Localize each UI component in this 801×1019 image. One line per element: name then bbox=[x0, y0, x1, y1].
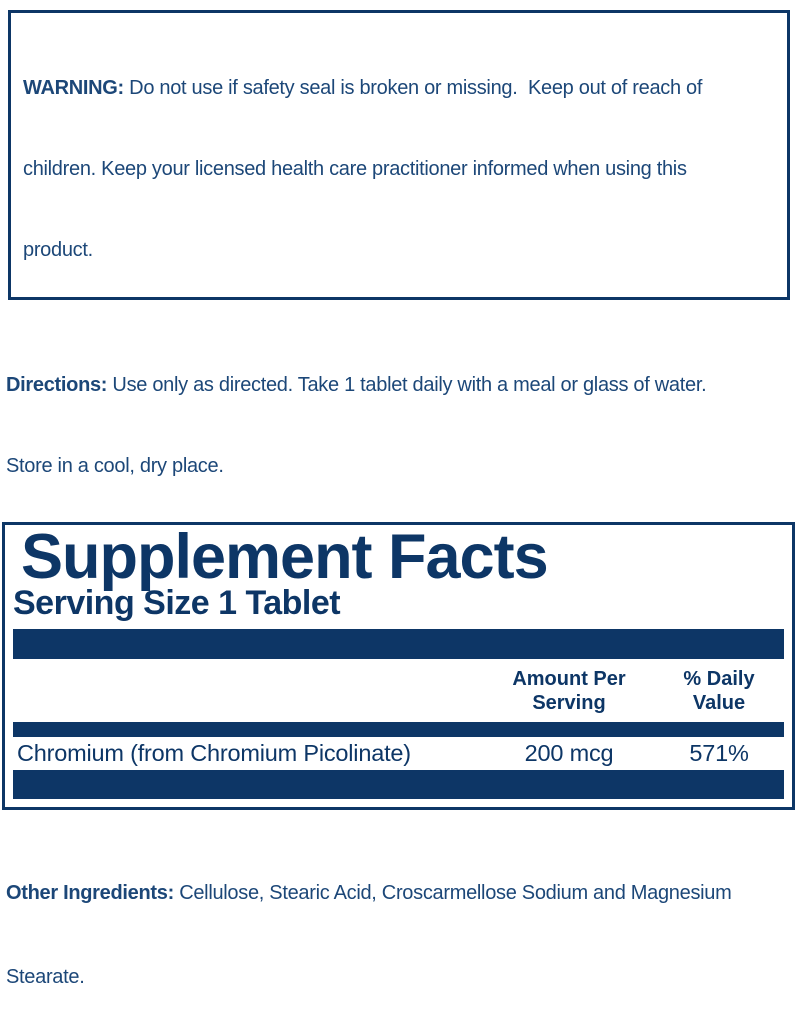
directions-paragraph: Directions: Use only as directed. Take 1… bbox=[6, 318, 793, 507]
directions-line-1-text: Use only as directed. Take 1 tablet dail… bbox=[107, 374, 707, 396]
supplement-facts-panel: Supplement Facts Serving Size 1 Tablet A… bbox=[2, 522, 795, 810]
nutrient-amount: 200 mcg bbox=[524, 740, 614, 766]
warning-line-2: children. Keep your licensed health care… bbox=[23, 158, 687, 180]
warning-line-1-text: Do not use if safety seal is broken or m… bbox=[123, 77, 703, 99]
other-ingredients-line-1: Other Ingredients: Cellulose, Stearic Ac… bbox=[6, 879, 793, 907]
other-ingredients-line-2: Stearate. bbox=[6, 966, 85, 988]
table-row: Chromium (from Chromium Picolinate) 200 … bbox=[13, 737, 784, 770]
warning-label: WARNING: bbox=[23, 77, 124, 99]
directions-label: Directions: bbox=[6, 374, 108, 396]
warning-line-3: product. bbox=[23, 239, 93, 261]
divider-bar-top bbox=[13, 629, 784, 659]
nutrient-daily-value: 571% bbox=[689, 740, 749, 766]
warning-line-1: WARNING: Do not use if safety seal is br… bbox=[23, 75, 775, 102]
divider-bar-bottom bbox=[13, 770, 784, 799]
directions-line-1: Directions: Use only as directed. Take 1… bbox=[6, 372, 793, 399]
other-ingredients-paragraph: Other Ingredients: Cellulose, Stearic Ac… bbox=[6, 823, 793, 1019]
header-amount-line2: Serving bbox=[532, 691, 606, 714]
warning-box: WARNING: Do not use if safety seal is br… bbox=[8, 10, 790, 300]
divider-bar-middle bbox=[13, 722, 784, 737]
header-dv-line1: % Daily bbox=[683, 667, 755, 690]
nutrient-name: Chromium (from Chromium Picolinate) bbox=[17, 740, 411, 766]
header-dv-line2: Value bbox=[692, 691, 746, 714]
header-amount-per-serving: Amount Per Serving bbox=[484, 667, 654, 715]
header-amount-line1: Amount Per bbox=[512, 667, 626, 690]
supplement-facts-title: Supplement Facts bbox=[21, 522, 549, 592]
header-daily-value: % Daily Value bbox=[654, 667, 784, 715]
directions-line-2: Store in a cool, dry place. bbox=[6, 455, 224, 477]
other-ingredients-label: Other Ingredients: bbox=[6, 882, 174, 904]
facts-header-row: Amount Per Serving % Daily Value bbox=[13, 659, 784, 722]
other-ingredients-line-1-text: Cellulose, Stearic Acid, Croscarmellose … bbox=[173, 882, 732, 904]
serving-size: Serving Size 1 Tablet bbox=[13, 584, 341, 622]
